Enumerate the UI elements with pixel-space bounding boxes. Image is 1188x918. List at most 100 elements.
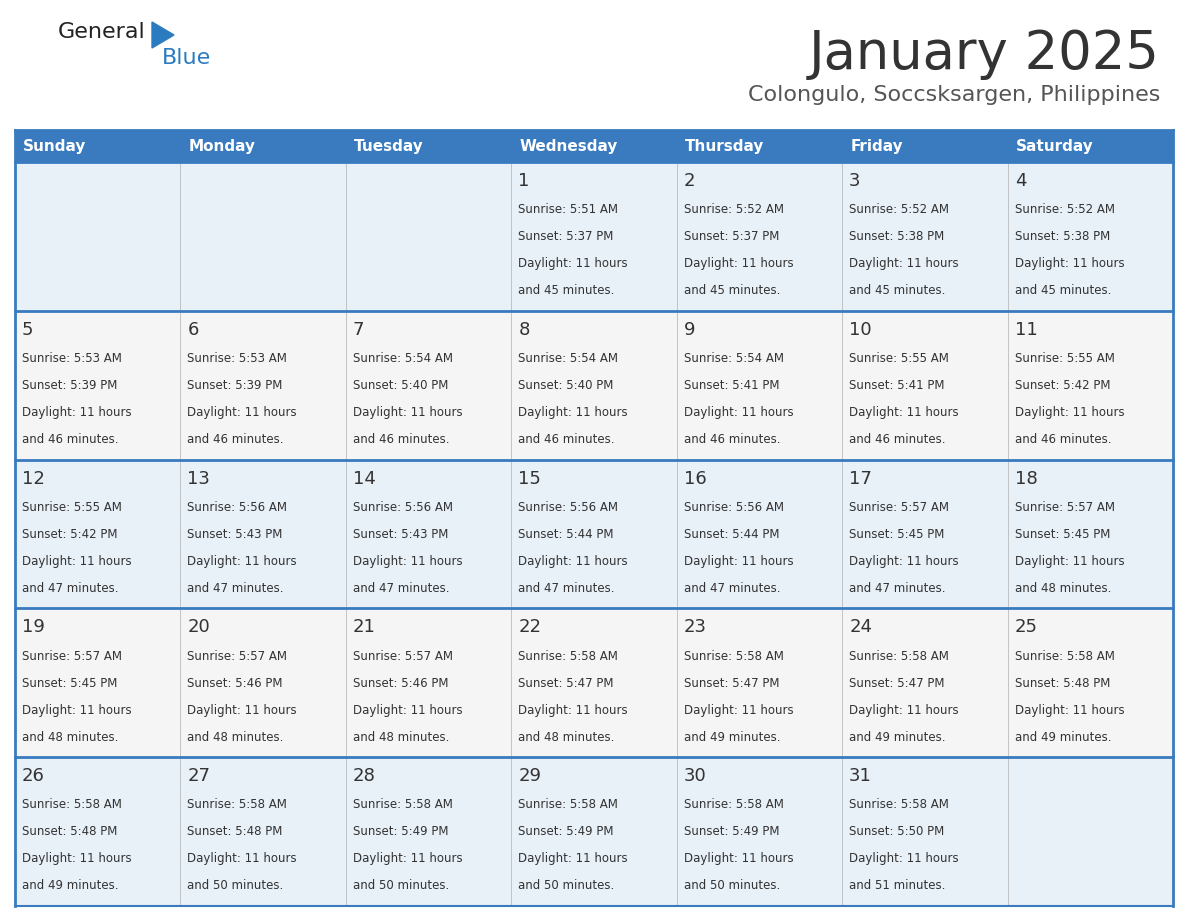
Text: Daylight: 11 hours: Daylight: 11 hours xyxy=(849,703,959,717)
Bar xyxy=(1007,460,1173,609)
Text: Saturday: Saturday xyxy=(1016,139,1093,153)
Text: Sunrise: 5:56 AM: Sunrise: 5:56 AM xyxy=(188,500,287,514)
Text: Daylight: 11 hours: Daylight: 11 hours xyxy=(1015,554,1124,568)
Text: 27: 27 xyxy=(188,767,210,785)
Text: Colongulo, Soccsksargen, Philippines: Colongulo, Soccsksargen, Philippines xyxy=(747,85,1159,105)
Text: Daylight: 11 hours: Daylight: 11 hours xyxy=(23,406,132,419)
Text: Sunrise: 5:58 AM: Sunrise: 5:58 AM xyxy=(684,650,784,663)
Text: Blue: Blue xyxy=(162,48,211,68)
Text: Daylight: 11 hours: Daylight: 11 hours xyxy=(23,853,132,866)
Text: and 47 minutes.: and 47 minutes. xyxy=(353,582,449,595)
Bar xyxy=(842,609,1007,757)
Text: Sunrise: 5:57 AM: Sunrise: 5:57 AM xyxy=(23,650,122,663)
Text: and 47 minutes.: and 47 minutes. xyxy=(518,582,614,595)
Text: Daylight: 11 hours: Daylight: 11 hours xyxy=(188,853,297,866)
Text: 29: 29 xyxy=(518,767,542,785)
Text: Daylight: 11 hours: Daylight: 11 hours xyxy=(518,853,628,866)
Text: Sunset: 5:46 PM: Sunset: 5:46 PM xyxy=(188,677,283,689)
Bar xyxy=(842,311,1007,460)
Text: and 50 minutes.: and 50 minutes. xyxy=(353,879,449,892)
Text: and 46 minutes.: and 46 minutes. xyxy=(23,433,119,446)
Text: 18: 18 xyxy=(1015,470,1037,487)
Text: Daylight: 11 hours: Daylight: 11 hours xyxy=(849,257,959,270)
Text: and 46 minutes.: and 46 minutes. xyxy=(188,433,284,446)
Bar xyxy=(15,609,181,757)
Text: 11: 11 xyxy=(1015,320,1037,339)
Text: Daylight: 11 hours: Daylight: 11 hours xyxy=(1015,406,1124,419)
Text: Sunset: 5:38 PM: Sunset: 5:38 PM xyxy=(1015,230,1110,243)
Text: Sunset: 5:37 PM: Sunset: 5:37 PM xyxy=(684,230,779,243)
Text: Daylight: 11 hours: Daylight: 11 hours xyxy=(684,703,794,717)
Text: 28: 28 xyxy=(353,767,375,785)
Text: Sunset: 5:49 PM: Sunset: 5:49 PM xyxy=(518,825,614,838)
Text: Sunrise: 5:53 AM: Sunrise: 5:53 AM xyxy=(23,352,122,365)
Text: Sunset: 5:45 PM: Sunset: 5:45 PM xyxy=(849,528,944,541)
Bar xyxy=(15,130,181,162)
Text: and 46 minutes.: and 46 minutes. xyxy=(684,433,781,446)
Bar xyxy=(842,757,1007,906)
Text: 17: 17 xyxy=(849,470,872,487)
Text: Sunrise: 5:51 AM: Sunrise: 5:51 AM xyxy=(518,203,618,216)
Text: Daylight: 11 hours: Daylight: 11 hours xyxy=(188,703,297,717)
Text: Sunset: 5:46 PM: Sunset: 5:46 PM xyxy=(353,677,448,689)
Text: Sunrise: 5:54 AM: Sunrise: 5:54 AM xyxy=(684,352,784,365)
Text: Sunset: 5:41 PM: Sunset: 5:41 PM xyxy=(684,379,779,392)
Text: Sunset: 5:43 PM: Sunset: 5:43 PM xyxy=(353,528,448,541)
Text: and 49 minutes.: and 49 minutes. xyxy=(684,731,781,744)
Text: Sunrise: 5:53 AM: Sunrise: 5:53 AM xyxy=(188,352,287,365)
Text: 5: 5 xyxy=(23,320,33,339)
Text: Daylight: 11 hours: Daylight: 11 hours xyxy=(518,257,628,270)
Text: Sunrise: 5:52 AM: Sunrise: 5:52 AM xyxy=(684,203,784,216)
Text: and 49 minutes.: and 49 minutes. xyxy=(849,731,946,744)
Bar xyxy=(1007,609,1173,757)
Text: Sunrise: 5:54 AM: Sunrise: 5:54 AM xyxy=(518,352,618,365)
Text: 1: 1 xyxy=(518,172,530,190)
Bar xyxy=(842,130,1007,162)
Polygon shape xyxy=(152,22,173,48)
Text: Sunrise: 5:58 AM: Sunrise: 5:58 AM xyxy=(23,799,122,812)
Text: Sunrise: 5:58 AM: Sunrise: 5:58 AM xyxy=(684,799,784,812)
Bar xyxy=(677,460,842,609)
Text: Sunset: 5:49 PM: Sunset: 5:49 PM xyxy=(353,825,448,838)
Bar xyxy=(1007,311,1173,460)
Text: Sunset: 5:38 PM: Sunset: 5:38 PM xyxy=(849,230,944,243)
Text: Daylight: 11 hours: Daylight: 11 hours xyxy=(518,406,628,419)
Text: and 46 minutes.: and 46 minutes. xyxy=(849,433,946,446)
Text: Sunset: 5:43 PM: Sunset: 5:43 PM xyxy=(188,528,283,541)
Text: 16: 16 xyxy=(684,470,707,487)
Text: Sunset: 5:50 PM: Sunset: 5:50 PM xyxy=(849,825,944,838)
Text: Sunrise: 5:57 AM: Sunrise: 5:57 AM xyxy=(849,500,949,514)
Bar xyxy=(511,162,677,311)
Text: and 45 minutes.: and 45 minutes. xyxy=(684,285,781,297)
Text: and 45 minutes.: and 45 minutes. xyxy=(1015,285,1111,297)
Text: and 45 minutes.: and 45 minutes. xyxy=(849,285,946,297)
Text: Sunrise: 5:56 AM: Sunrise: 5:56 AM xyxy=(684,500,784,514)
Bar xyxy=(181,757,346,906)
Text: 2: 2 xyxy=(684,172,695,190)
Text: and 48 minutes.: and 48 minutes. xyxy=(518,731,614,744)
Text: and 47 minutes.: and 47 minutes. xyxy=(684,582,781,595)
Text: Daylight: 11 hours: Daylight: 11 hours xyxy=(518,703,628,717)
Text: Sunset: 5:37 PM: Sunset: 5:37 PM xyxy=(518,230,614,243)
Bar xyxy=(181,162,346,311)
Text: and 50 minutes.: and 50 minutes. xyxy=(518,879,614,892)
Text: 22: 22 xyxy=(518,619,542,636)
Text: 20: 20 xyxy=(188,619,210,636)
Text: 26: 26 xyxy=(23,767,45,785)
Text: Sunset: 5:44 PM: Sunset: 5:44 PM xyxy=(684,528,779,541)
Text: Sunrise: 5:58 AM: Sunrise: 5:58 AM xyxy=(518,799,618,812)
Bar xyxy=(15,162,181,311)
Text: Sunrise: 5:56 AM: Sunrise: 5:56 AM xyxy=(518,500,618,514)
Text: 6: 6 xyxy=(188,320,198,339)
Text: Sunset: 5:45 PM: Sunset: 5:45 PM xyxy=(23,677,118,689)
Text: Sunrise: 5:52 AM: Sunrise: 5:52 AM xyxy=(1015,203,1114,216)
Text: Daylight: 11 hours: Daylight: 11 hours xyxy=(1015,703,1124,717)
Text: and 46 minutes.: and 46 minutes. xyxy=(518,433,614,446)
Text: Tuesday: Tuesday xyxy=(354,139,424,153)
Bar xyxy=(346,130,511,162)
Text: Sunset: 5:49 PM: Sunset: 5:49 PM xyxy=(684,825,779,838)
Text: 13: 13 xyxy=(188,470,210,487)
Text: Sunrise: 5:58 AM: Sunrise: 5:58 AM xyxy=(1015,650,1114,663)
Text: and 46 minutes.: and 46 minutes. xyxy=(1015,433,1111,446)
Text: Daylight: 11 hours: Daylight: 11 hours xyxy=(684,853,794,866)
